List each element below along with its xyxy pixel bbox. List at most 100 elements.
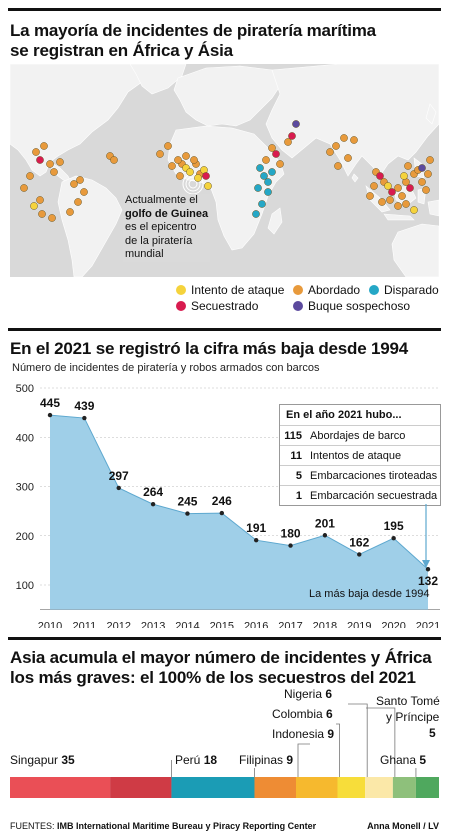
data-point xyxy=(150,502,156,507)
line-chart-title: En el 2021 se registró la cifra más baja… xyxy=(10,339,409,358)
top-rule xyxy=(8,8,441,11)
data-labels: 445 439 297 264 245 246 191 180 201 162 195 132 xyxy=(40,396,438,588)
africa-shape xyxy=(167,125,285,251)
incident-dot xyxy=(424,170,432,178)
incident-dot xyxy=(350,136,358,144)
boarded-dot-icon xyxy=(293,285,303,295)
incident-dot xyxy=(38,210,46,218)
incident-dot xyxy=(74,198,82,206)
data-label: 445 xyxy=(40,396,60,410)
bar-segment xyxy=(415,777,439,798)
incident-dot xyxy=(370,182,378,190)
incident-dot xyxy=(46,160,54,168)
data-point xyxy=(82,415,87,421)
data-label: 201 xyxy=(315,516,335,530)
incident-dot xyxy=(268,168,276,176)
country-label: Singapur 35 xyxy=(10,753,75,767)
incident-dot xyxy=(388,188,396,196)
incident-dot xyxy=(254,184,262,192)
legend-boarded-label: Abordado xyxy=(308,283,361,297)
annotation-line4: de la piratería xyxy=(125,234,193,247)
leader-line xyxy=(336,723,340,777)
leader-line xyxy=(297,743,310,777)
bar-segment xyxy=(171,777,255,798)
section3-rule xyxy=(8,637,441,640)
x-tick-label: 2017 xyxy=(278,621,302,628)
x-tick-label: 2021 xyxy=(416,621,440,628)
incident-dot xyxy=(398,192,406,200)
callout-num: 1 xyxy=(295,490,302,502)
fired-dot-icon xyxy=(369,285,379,295)
incident-dot xyxy=(366,192,374,200)
incident-dot xyxy=(110,156,118,164)
north-america-shape xyxy=(10,64,161,177)
incident-dot xyxy=(36,196,44,204)
incident-dot xyxy=(426,156,434,164)
data-point xyxy=(185,511,190,516)
data-point xyxy=(253,537,259,543)
data-point xyxy=(47,412,53,418)
y-tick-label: 400 xyxy=(16,432,34,444)
incident-dot xyxy=(264,188,272,196)
callout-text: Abordajes de barco xyxy=(310,430,406,442)
annotation-line2: golfo de Guinea xyxy=(125,207,209,220)
south-america-shape xyxy=(57,175,123,277)
data-label: 195 xyxy=(384,519,404,533)
legend-suspicious: Buque sospechoso xyxy=(293,299,410,313)
incident-dot xyxy=(256,164,264,172)
bar-segment xyxy=(337,777,366,798)
incident-dot xyxy=(334,162,342,170)
data-point xyxy=(288,543,293,548)
y-tick-label: 100 xyxy=(16,580,34,592)
country-labels: Singapur 35 Perú 18 Filipinas 9 Indonesia 9… xyxy=(10,688,440,767)
map-title-line1: La mayoría de incidentes de piratería ma… xyxy=(10,21,376,40)
incident-dot xyxy=(284,138,292,146)
y-tick-label: 500 xyxy=(16,383,34,395)
incident-dot xyxy=(20,184,28,192)
data-label: 297 xyxy=(109,469,129,483)
bar-segment xyxy=(392,777,416,798)
incident-dot xyxy=(264,178,272,186)
incident-dot xyxy=(174,156,182,164)
incident-dot xyxy=(66,208,74,216)
callout-row: 11 Intentos de ataque xyxy=(280,445,440,466)
incident-dot xyxy=(186,168,194,176)
incident-dot xyxy=(36,156,44,164)
world-map xyxy=(10,64,439,277)
incident-dot xyxy=(376,172,384,180)
incident-dot xyxy=(418,178,426,186)
java-shape xyxy=(383,213,415,221)
incident-dot xyxy=(386,196,394,204)
annotation-line5: mundial xyxy=(125,248,164,260)
europe-shape xyxy=(173,65,281,127)
data-point xyxy=(219,510,225,516)
bar-segment xyxy=(254,777,296,798)
x-tick-label: 2011 xyxy=(73,621,97,628)
incident-dot xyxy=(80,188,88,196)
bar-segment xyxy=(10,777,111,798)
x-tick-labels: 2010 2011 2012 2013 2014 2015 2016 2017 2018 2019… xyxy=(38,621,440,628)
source-prefix: FUENTES: xyxy=(10,821,55,831)
incident-dot xyxy=(182,152,190,160)
incident-dot xyxy=(176,172,184,180)
data-point xyxy=(116,485,121,491)
incident-dot xyxy=(340,134,348,142)
incident-dot xyxy=(394,184,402,192)
bar-title-line2: los más graves: el 100% de los secuestro… xyxy=(10,668,416,687)
sri-lanka-shape xyxy=(351,173,359,183)
country-label: Perú 18 xyxy=(175,753,217,767)
incident-dot xyxy=(252,210,260,218)
incident-dot xyxy=(190,156,198,164)
legend-fired-label: Disparado xyxy=(384,283,439,297)
data-label: 162 xyxy=(349,535,369,549)
incident-dot xyxy=(260,172,268,180)
data-label: 132 xyxy=(418,574,438,588)
section2-rule xyxy=(8,328,441,331)
x-tick-label: 2012 xyxy=(106,621,130,628)
x-tick-label: 2013 xyxy=(141,621,165,628)
country-label: Nigeria 6 xyxy=(284,688,332,701)
incident-dot xyxy=(422,186,430,194)
x-tick-label: 2020 xyxy=(381,621,405,628)
data-label: 245 xyxy=(177,495,197,509)
callout-row: 115 Abordajes de barco xyxy=(280,425,440,446)
